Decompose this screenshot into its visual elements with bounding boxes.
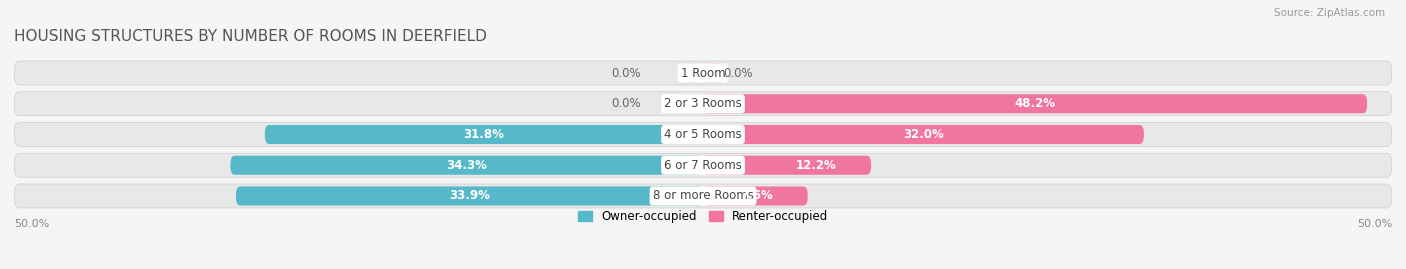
Text: Source: ZipAtlas.com: Source: ZipAtlas.com [1274, 8, 1385, 18]
Text: 6 or 7 Rooms: 6 or 7 Rooms [664, 159, 742, 172]
FancyBboxPatch shape [14, 92, 1392, 116]
FancyBboxPatch shape [682, 63, 703, 83]
Text: 0.0%: 0.0% [612, 97, 641, 110]
FancyBboxPatch shape [703, 125, 1144, 144]
FancyBboxPatch shape [703, 186, 807, 206]
Text: 0.0%: 0.0% [724, 66, 754, 80]
Text: 7.6%: 7.6% [741, 189, 773, 203]
FancyBboxPatch shape [231, 156, 703, 175]
FancyBboxPatch shape [682, 94, 703, 113]
Text: 1 Room: 1 Room [681, 66, 725, 80]
Text: 50.0%: 50.0% [14, 219, 49, 229]
Text: 12.2%: 12.2% [796, 159, 837, 172]
Text: 31.8%: 31.8% [464, 128, 505, 141]
Text: 2 or 3 Rooms: 2 or 3 Rooms [664, 97, 742, 110]
FancyBboxPatch shape [236, 186, 703, 206]
Text: 48.2%: 48.2% [1015, 97, 1056, 110]
Text: 4 or 5 Rooms: 4 or 5 Rooms [664, 128, 742, 141]
Text: 50.0%: 50.0% [1357, 219, 1392, 229]
FancyBboxPatch shape [14, 184, 1392, 208]
FancyBboxPatch shape [703, 156, 872, 175]
Text: HOUSING STRUCTURES BY NUMBER OF ROOMS IN DEERFIELD: HOUSING STRUCTURES BY NUMBER OF ROOMS IN… [14, 29, 486, 44]
FancyBboxPatch shape [14, 122, 1392, 147]
Text: 8 or more Rooms: 8 or more Rooms [652, 189, 754, 203]
Text: 32.0%: 32.0% [903, 128, 943, 141]
FancyBboxPatch shape [703, 63, 724, 83]
Text: 33.9%: 33.9% [449, 189, 489, 203]
FancyBboxPatch shape [264, 125, 703, 144]
Legend: Owner-occupied, Renter-occupied: Owner-occupied, Renter-occupied [578, 210, 828, 223]
FancyBboxPatch shape [14, 61, 1392, 85]
Text: 34.3%: 34.3% [446, 159, 486, 172]
Text: 0.0%: 0.0% [612, 66, 641, 80]
FancyBboxPatch shape [14, 153, 1392, 177]
FancyBboxPatch shape [703, 94, 1367, 113]
